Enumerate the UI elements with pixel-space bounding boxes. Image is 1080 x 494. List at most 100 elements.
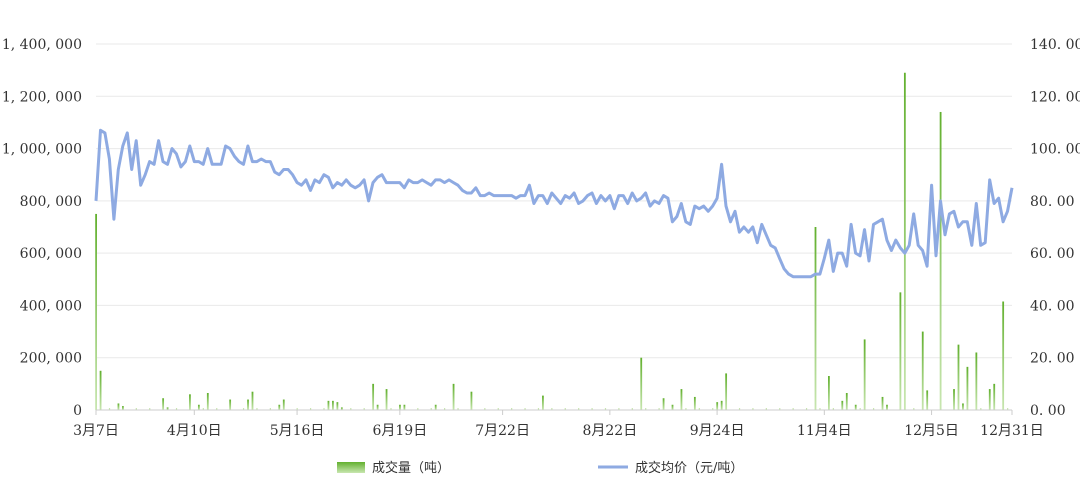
volume-bar [886,404,888,410]
volume-bar [399,404,401,410]
left-tick-label: 0 [73,403,82,419]
left-tick-label: 1, 400, 000 [2,37,82,53]
volume-bar [631,408,633,410]
volume-bar [685,408,687,410]
volume-bar [434,404,437,410]
volume-bar [988,389,991,410]
volume-bar [591,408,593,410]
volume-bar [645,408,647,410]
volume-bar [117,403,120,410]
volume-bar [765,408,767,410]
left-tick-label: 400, 000 [20,298,82,314]
volume-bar [247,399,249,410]
volume-bar [738,408,741,410]
left-tick-label: 1, 000, 000 [2,142,82,158]
volume-bar [99,370,102,410]
volume-bar [166,407,169,410]
volume-bar [95,213,97,410]
volume-bar [385,389,388,410]
volume-bar [350,408,352,410]
volume-bar [903,72,906,410]
x-tick-label: 12月5日 [904,423,959,439]
volume-bar [108,408,111,410]
volume-bar [832,408,834,410]
volume-bar [953,389,955,410]
volume-bar [662,398,665,410]
x-tick-label: 3月7日 [73,423,119,439]
volume-bar [336,402,339,410]
volume-bar [524,408,526,410]
volume-bar [417,408,419,410]
legend-volume-swatch [337,462,365,473]
volume-bar [792,408,794,410]
right-tick-label: 0. 00 [1030,403,1066,419]
volume-bar [484,408,486,410]
volume-bar [899,292,902,410]
x-tick-label: 4月10日 [167,423,222,439]
volume-bar [135,408,137,410]
volume-bar [189,394,191,410]
volume-bar [542,395,544,410]
right-tick-label: 20. 00 [1030,351,1075,367]
volume-bar [430,408,432,410]
legend-volume-label: 成交量（吨） [372,460,450,476]
volume-bar [363,408,365,410]
gridlines [96,43,1012,359]
left-tick-label: 1, 200, 000 [2,89,82,105]
volume-bar [327,400,330,410]
volume-bar [814,227,817,410]
volume-bar [452,383,455,410]
volume-bar [197,404,200,410]
volume-bar [604,408,607,410]
volume-bar [939,111,942,410]
volume-bar [122,406,124,410]
volume-bar [805,408,808,410]
price-line-path [94,128,1014,279]
price-line [94,128,1014,279]
volume-bar [980,408,982,410]
volume-bar [966,366,969,410]
volume-bar [269,408,271,410]
x-tick-label: 7月22日 [475,423,530,439]
volume-bar [564,408,566,410]
right-tick-label: 100. 00 [1030,142,1080,158]
volume-bar [841,400,844,410]
volume-bar [229,399,232,410]
volume-bar [323,408,325,410]
volume-bar [372,383,375,410]
volume-bar [725,373,728,410]
volume-bar [175,408,178,410]
volume-bar [926,390,929,410]
volume-bar [863,339,866,410]
volume-bar [752,408,754,410]
left-axis: 0 200, 000 400, 000 600, 000 800, 000 1, 000,… [2,37,82,419]
x-tick-label: 11月4日 [797,423,852,439]
volume-bar [859,408,861,410]
legend: 成交量（吨） 成交均价（元/吨） [337,460,743,476]
volume-bar [779,408,781,410]
volume-bar [921,331,924,410]
x-tick-label: 6月19日 [372,423,427,439]
volume-bar [390,408,392,410]
volume-bar [845,393,848,410]
volume-bar [716,402,719,410]
volume-bar [618,408,620,410]
volume-bar [712,408,714,410]
right-tick-label: 40. 00 [1030,298,1075,314]
volume-bar [693,396,696,410]
x-tick-label: 5月16日 [270,423,325,439]
volume-bar [403,404,406,410]
right-tick-label: 120. 00 [1030,89,1080,105]
volume-bar [957,344,960,410]
volume-bar [671,404,674,410]
volume-bar [962,403,964,410]
x-tick-label: 9月24日 [690,423,745,439]
volume-bar [511,408,513,410]
volume-bar [819,408,821,410]
volume-bar [470,391,473,410]
volume-bar [640,357,643,410]
volume-bar [828,376,830,410]
right-tick-label: 140. 00 [1030,37,1080,53]
right-axis: 0. 00 20. 00 40. 00 60. 00 80. 00 100. 00 120.… [1030,37,1080,419]
volume-bar [551,408,553,410]
